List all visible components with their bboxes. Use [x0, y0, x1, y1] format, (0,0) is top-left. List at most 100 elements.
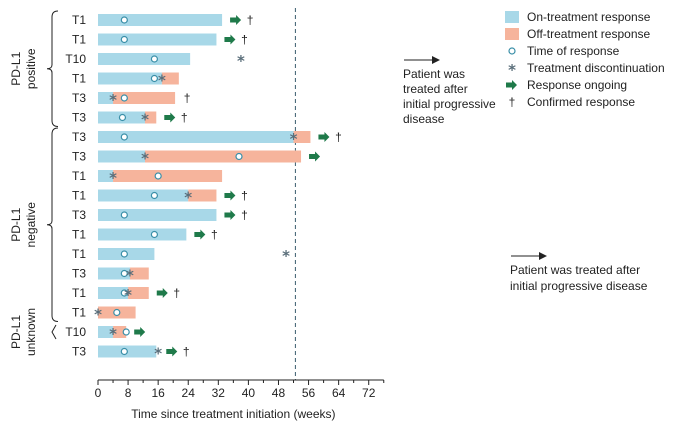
- discontinuation-marker: *: [126, 267, 134, 285]
- response-ongoing-arrow: [224, 210, 236, 220]
- on-treatment-bar: [98, 53, 191, 65]
- time-of-response-marker: [118, 113, 127, 122]
- response-ongoing-arrow: [194, 229, 206, 240]
- discontinuation-marker: *: [109, 169, 117, 187]
- time-of-response-marker: [120, 16, 128, 24]
- legend-star-icon: *: [508, 61, 516, 79]
- group-label: positive: [24, 48, 38, 89]
- legend-swatch-on: [505, 11, 519, 23]
- row-label: T10: [65, 52, 86, 66]
- legend-label: Response ongoing: [527, 78, 627, 92]
- legend-swatch-off: [505, 28, 519, 40]
- row-label: T1: [72, 286, 86, 300]
- on-treatment-bar: [98, 189, 189, 202]
- group-label: PD-L1: [9, 207, 23, 241]
- time-of-response-marker: [235, 152, 243, 161]
- x-tick-label: 0: [95, 386, 102, 400]
- legend-label: Treatment discontinuation: [527, 61, 665, 75]
- on-treatment-bar: [98, 326, 114, 338]
- time-of-response-marker: [120, 35, 128, 44]
- on-treatment-bar: [98, 228, 187, 241]
- legend-label: Off-treatment response: [527, 27, 650, 41]
- confirmed-response-dagger: †: [173, 286, 180, 300]
- discontinuation-marker: *: [109, 91, 117, 109]
- discontinuation-marker: *: [290, 130, 298, 148]
- group-brace: [51, 324, 57, 340]
- off-treatment-bar: [145, 150, 302, 163]
- group-brace: [46, 10, 59, 127]
- discontinuation-marker: *: [184, 189, 192, 207]
- row-label: T3: [72, 91, 86, 105]
- off-treatment-bar: [161, 72, 179, 85]
- on-treatment-bar: [98, 150, 145, 163]
- legend-circle-icon: [508, 47, 516, 55]
- confirmed-response-dagger: †: [241, 208, 248, 222]
- legend-label: Time of response: [527, 44, 620, 58]
- time-of-response-marker: [150, 230, 158, 239]
- off-treatment-bar: [128, 287, 149, 299]
- row-label: T10: [65, 325, 86, 339]
- on-treatment-bar: [98, 170, 114, 182]
- discontinuation-marker: *: [154, 345, 162, 363]
- response-ongoing-arrow: [309, 151, 321, 162]
- x-tick-label: 40: [242, 386, 256, 400]
- annotation-text: initial progressive: [403, 97, 496, 111]
- time-of-response-marker: [150, 74, 158, 83]
- row-label: T3: [72, 208, 86, 222]
- legend-dagger-icon: †: [509, 95, 516, 109]
- x-tick-label: 24: [182, 386, 196, 400]
- confirmed-response-dagger: †: [335, 130, 342, 144]
- discontinuation-marker: *: [237, 52, 245, 70]
- row-label: T3: [72, 267, 86, 281]
- response-ongoing-arrow: [224, 34, 236, 45]
- on-treatment-bar: [98, 287, 129, 299]
- confirmed-response-dagger: †: [241, 33, 248, 47]
- confirmed-response-dagger: †: [247, 13, 254, 27]
- response-ongoing-arrow: [230, 15, 242, 25]
- legend-label: On-treatment response: [527, 10, 651, 24]
- x-tick-label: 32: [212, 386, 226, 400]
- row-label: T3: [72, 130, 86, 144]
- row-label: T1: [72, 13, 86, 27]
- x-tick-label: 16: [151, 386, 165, 400]
- on-treatment-bar: [98, 14, 223, 26]
- annotation-text: Patient was treated after: [510, 263, 640, 277]
- x-tick-label: 64: [332, 386, 346, 400]
- on-treatment-bar: [98, 209, 217, 221]
- row-label: T3: [72, 111, 86, 125]
- off-treatment-bar: [113, 170, 223, 182]
- row-label: T1: [72, 228, 86, 242]
- annotation-arrow-head: [539, 252, 547, 260]
- on-treatment-bar: [98, 267, 130, 280]
- response-ongoing-arrow: [134, 327, 146, 337]
- time-of-response-marker: [150, 55, 158, 63]
- annotation-text: treated after: [403, 82, 468, 96]
- discontinuation-marker: *: [282, 247, 290, 265]
- time-of-response-marker: [122, 328, 130, 336]
- time-of-response-marker: [120, 250, 128, 258]
- response-ongoing-arrow: [166, 346, 178, 357]
- time-of-response-marker: [120, 133, 128, 141]
- x-tick-label: 48: [272, 386, 286, 400]
- annotation-text: Patient was: [403, 67, 465, 81]
- off-treatment-bar: [129, 267, 149, 280]
- off-treatment-bar: [293, 131, 311, 143]
- legend-arrow-icon: [506, 80, 517, 90]
- discontinuation-marker: *: [141, 150, 149, 168]
- annotation-arrow-head: [432, 56, 440, 64]
- group-label: PD-L1: [9, 315, 23, 349]
- discontinuation-marker: *: [141, 111, 149, 129]
- off-treatment-bar: [113, 92, 176, 104]
- time-of-response-marker: [120, 269, 128, 278]
- confirmed-response-dagger: †: [184, 91, 191, 105]
- on-treatment-bar: [98, 131, 294, 143]
- time-of-response-marker: [120, 94, 128, 102]
- on-treatment-bar: [98, 33, 217, 46]
- response-ongoing-arrow: [224, 190, 236, 201]
- annotation-text: initial progressive disease: [510, 279, 648, 293]
- time-of-response-marker: [120, 211, 128, 219]
- row-label: T3: [72, 345, 86, 359]
- row-label: T1: [72, 247, 86, 261]
- confirmed-response-dagger: †: [211, 228, 218, 242]
- group-label: unknown: [24, 308, 38, 356]
